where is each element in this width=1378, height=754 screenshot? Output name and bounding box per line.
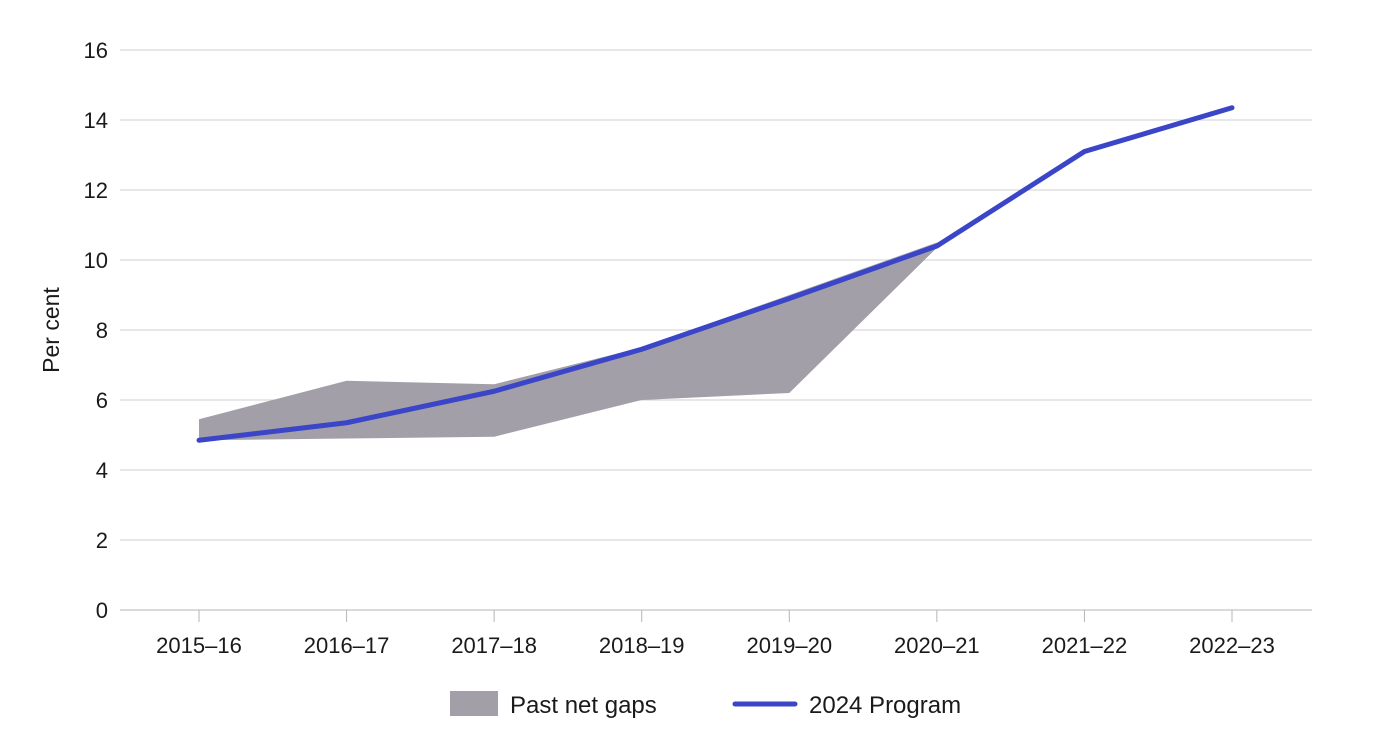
- y-tick-label: 6: [96, 388, 108, 413]
- y-tick-label: 4: [96, 458, 108, 483]
- y-tick-label: 0: [96, 598, 108, 623]
- x-tick-label: 2016–17: [304, 633, 390, 658]
- y-axis-title: Per cent: [38, 287, 64, 373]
- program-line: [196, 105, 1235, 443]
- legend-label-past-net-gaps: Past net gaps: [510, 692, 657, 719]
- x-tick-label: 2022–23: [1189, 633, 1275, 658]
- y-tick-label: 14: [84, 108, 108, 133]
- y-tick-label: 10: [84, 248, 108, 273]
- x-tick-label: 2015–16: [156, 633, 242, 658]
- x-axis-ticks: 2015–16 2016–17 2017–18 2018–19 2019–20 2020–…: [156, 610, 1275, 658]
- x-tick-label: 2017–18: [451, 633, 537, 658]
- past-net-gaps-area: [199, 242, 937, 441]
- y-tick-label: 12: [84, 178, 108, 203]
- legend-swatch-past-net-gaps: [450, 691, 498, 716]
- x-tick-label: 2018–19: [599, 633, 685, 658]
- past-net-gaps-band: [199, 242, 937, 441]
- program-line-path: [196, 105, 1235, 443]
- y-tick-label: 16: [84, 38, 108, 63]
- legend: Past net gaps 2024 Program: [450, 691, 961, 719]
- y-tick-label: 8: [96, 318, 108, 343]
- y-axis-ticks: 0 2 4 6 8 10 12 14 16: [84, 38, 108, 623]
- x-tick-label: 2020–21: [894, 633, 980, 658]
- x-tick-label: 2019–20: [746, 633, 832, 658]
- y-tick-label: 2: [96, 528, 108, 553]
- legend-label-2024-program: 2024 Program: [809, 692, 961, 719]
- x-tick-label: 2021–22: [1042, 633, 1128, 658]
